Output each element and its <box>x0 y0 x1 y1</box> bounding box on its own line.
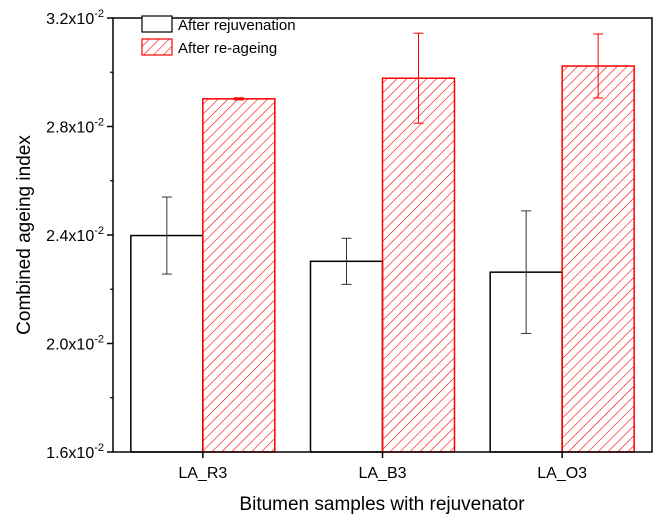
error-bar-after-re-ageing-la-b3 <box>413 32 424 124</box>
legend-label-after-rejuvenation: After rejuvenation <box>178 17 296 34</box>
bar-after-re-ageing-la-b3 <box>381 77 456 453</box>
legend: After rejuvenation After re-ageing <box>141 15 296 57</box>
bar-after-re-ageing-la-r3 <box>202 98 276 453</box>
y-tick-label-2: 2.4x10-2 <box>46 225 104 245</box>
bar-after-re-ageing-la-o3 <box>561 65 635 453</box>
legend-label-after-re-ageing: After re-ageing <box>178 40 277 57</box>
legend-swatch-after-rejuvenation <box>141 15 173 33</box>
error-bars-layer <box>161 32 604 334</box>
legend-swatch-after-re-ageing <box>141 38 173 56</box>
x-axis-title: Bitumen samples with rejuvenator <box>239 494 525 515</box>
error-bar-after-rejuvenation-la-b3 <box>341 237 352 285</box>
error-bar-after-re-ageing-la-o3 <box>593 33 604 99</box>
x-tick-label-la-b3: LA_B3 <box>358 465 406 482</box>
bars-layer <box>130 65 635 453</box>
bar-after-rejuvenation-la-b3 <box>309 260 384 453</box>
x-tick-label-la-r3: LA_R3 <box>178 465 227 482</box>
y-axis: 1.6x10-2 2.0x10-2 2.4x10-2 2.8x10-2 3.2x10-2 <box>46 8 113 462</box>
x-tick-label-la-o3: LA_O3 <box>537 465 587 482</box>
y-axis-title: Combined ageing index <box>14 135 35 335</box>
error-bar-after-re-ageing-la-r3 <box>233 97 244 101</box>
y-tick-label-0: 1.6x10-2 <box>46 442 104 462</box>
y-tick-label-3: 2.8x10-2 <box>46 117 104 137</box>
y-tick-label-4: 3.2x10-2 <box>46 8 104 28</box>
x-axis: LA_R3 LA_B3 LA_O3 <box>178 452 587 482</box>
error-bar-after-rejuvenation-la-r3 <box>161 196 172 275</box>
error-bar-after-rejuvenation-la-o3 <box>521 210 532 334</box>
y-tick-label-1: 2.0x10-2 <box>46 334 104 354</box>
